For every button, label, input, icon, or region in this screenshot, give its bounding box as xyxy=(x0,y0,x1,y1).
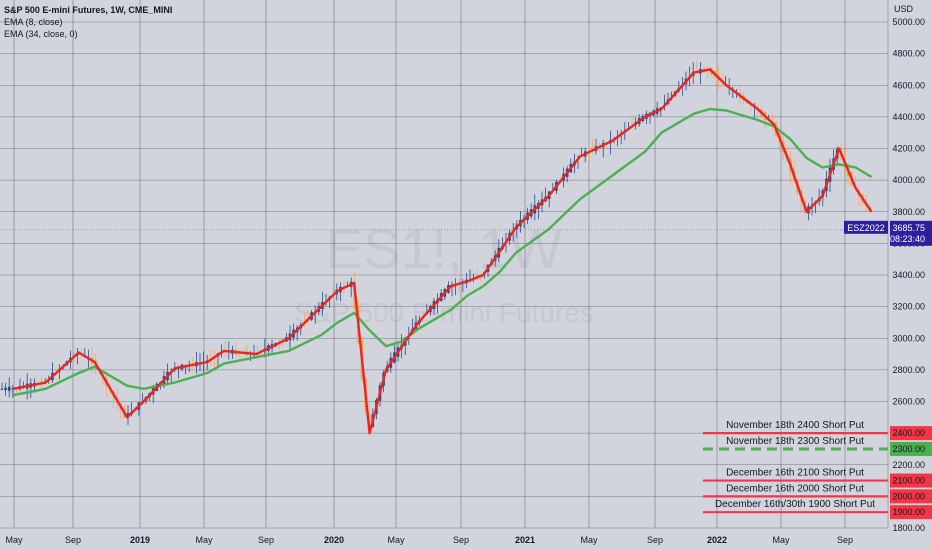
time-tick-label: Sep xyxy=(65,535,81,545)
time-tick-label: 2019 xyxy=(130,535,150,545)
time-tick-label: 2021 xyxy=(515,535,535,545)
price-tick-label: 4800.00 xyxy=(892,49,925,59)
put-level-price: 2300.00 xyxy=(892,444,925,454)
candle-up xyxy=(11,388,15,390)
price-axis-panel[interactable] xyxy=(888,0,932,550)
put-level-price-tag xyxy=(890,441,932,456)
price-tick-label: 2800.00 xyxy=(892,365,925,375)
time-tick-label: 2020 xyxy=(324,535,344,545)
put-level-label: December 16th/30th 1900 Short Put xyxy=(715,499,875,510)
last-price-tag-bg[interactable] xyxy=(890,220,932,246)
price-tick-label: 5000.00 xyxy=(892,17,925,27)
ema-slow-line xyxy=(13,107,873,397)
put-level-label: December 16th 2000 Short Put xyxy=(726,483,864,494)
put-level-price: 2100.00 xyxy=(892,476,925,486)
price-tick-label: 3000.00 xyxy=(892,333,925,343)
put-level-price: 1900.00 xyxy=(892,507,925,517)
time-tick-label: May xyxy=(580,535,598,545)
put-level-price: 2000.00 xyxy=(892,491,925,501)
price-tick-label: 3200.00 xyxy=(892,302,925,312)
time-tick-label: May xyxy=(5,535,23,545)
price-tick-label: 4600.00 xyxy=(892,80,925,90)
price-tick-label: 3400.00 xyxy=(892,270,925,280)
last-price-value: 3685.75 xyxy=(892,223,925,233)
put-level-label: November 18th 2400 Short Put xyxy=(726,420,864,431)
price-tick-label: 3800.00 xyxy=(892,207,925,217)
currency-label: USD xyxy=(894,4,914,14)
put-level-price-tag xyxy=(890,505,932,520)
price-tick-label: 4200.00 xyxy=(892,144,925,154)
price-tick-label: 2200.00 xyxy=(892,460,925,470)
contract-tag-bg xyxy=(844,220,888,234)
put-level-price: 2400.00 xyxy=(892,428,925,438)
price-tick-label: 4000.00 xyxy=(892,175,925,185)
time-tick-label: May xyxy=(772,535,790,545)
time-tick-label: Sep xyxy=(258,535,274,545)
put-level-price-tag xyxy=(890,489,932,504)
put-level-label: December 16th 2100 Short Put xyxy=(726,468,864,479)
watermark-symbol: ES1!, 1W xyxy=(326,217,563,280)
candle-up xyxy=(7,386,11,391)
contract-tag: ESZ2022 xyxy=(847,223,885,233)
time-tick-label: Sep xyxy=(837,535,853,545)
time-tick-label: May xyxy=(195,535,213,545)
put-level-label: November 18th 2300 Short Put xyxy=(726,436,864,447)
candle-up xyxy=(0,388,4,390)
ema-fast-legend[interactable]: EMA (8, close) xyxy=(4,17,63,27)
candle-up xyxy=(4,387,7,391)
ema-slow-legend[interactable]: EMA (34, close, 0) xyxy=(4,29,78,39)
time-tick-label: May xyxy=(387,535,405,545)
price-tick-label: 2600.00 xyxy=(892,397,925,407)
ema-fast-line xyxy=(13,68,873,435)
chart-title: S&P 500 E-mini Futures, 1W, CME_MINI xyxy=(4,5,173,15)
put-level-price-tag xyxy=(890,426,932,441)
time-tick-label: Sep xyxy=(647,535,663,545)
bar-countdown: 08:23:40 xyxy=(890,234,925,244)
time-tick-label: Sep xyxy=(453,535,469,545)
price-tick-label: 4400.00 xyxy=(892,112,925,122)
price-tick-label: 1800.00 xyxy=(892,523,925,533)
time-tick-label: 2022 xyxy=(707,535,727,545)
put-level-price-tag xyxy=(890,473,932,488)
